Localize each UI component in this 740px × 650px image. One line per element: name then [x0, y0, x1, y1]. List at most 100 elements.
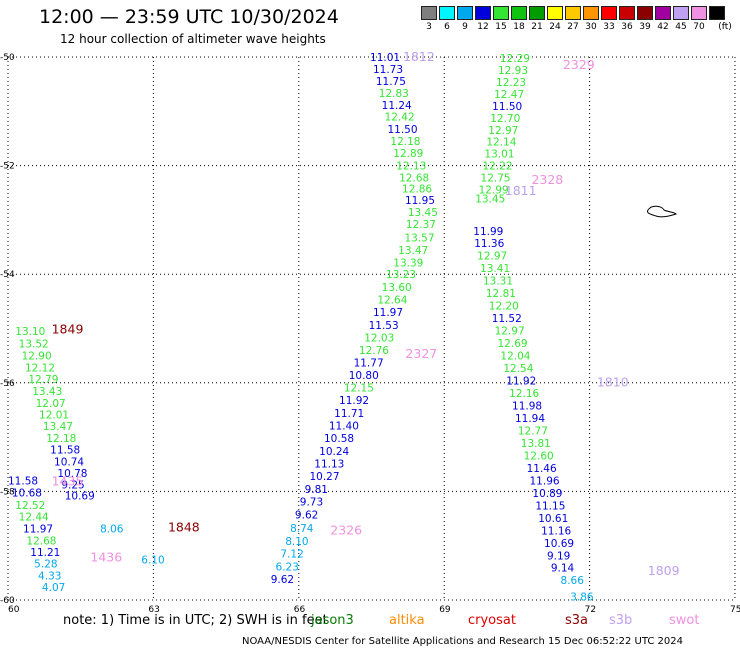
chart-title: 12:00 — 23:59 UTC 10/30/2024 [39, 6, 339, 28]
swh-data-label: 11.58 [8, 476, 38, 488]
legend-label: 21 [531, 22, 543, 32]
swh-data-label: 12.52 [15, 500, 45, 512]
legend-unit: (ft) [718, 22, 732, 32]
swh-data-label: 13.47 [43, 421, 73, 433]
swh-data-label: 12.89 [393, 148, 423, 160]
swh-data-label: 13.41 [480, 263, 510, 275]
swh-data-label: 11.52 [492, 313, 522, 325]
swh-data-label: 12.07 [36, 398, 66, 410]
swh-data-label: 12.22 [482, 161, 512, 173]
swh-data-label: 11.77 [354, 358, 384, 370]
x-tick-label: 66 [294, 605, 306, 615]
swh-data-label: 12.37 [406, 219, 436, 231]
legend-swatch-27 [565, 6, 581, 20]
swh-data-label: 13.57 [404, 232, 434, 244]
swh-data-label: 11.24 [382, 100, 412, 112]
swh-data-label: 13.39 [393, 257, 423, 269]
legend-label: 18 [513, 22, 525, 32]
legend-swatch-24 [547, 6, 563, 20]
swh-data-label: 11.92 [506, 376, 536, 388]
y-tick-label: -52 [0, 162, 15, 172]
satellite-label-swot: swot [669, 613, 700, 628]
swh-data-label: 12.93 [498, 65, 528, 77]
swh-data-label: 12.75 [481, 173, 511, 185]
pass-number-label: 2329 [563, 57, 595, 72]
satellite-label-s3b: s3b [609, 613, 633, 628]
legend-label: 24 [549, 22, 561, 32]
x-tick-label: 63 [148, 605, 159, 615]
swh-data-label: 12.81 [486, 288, 516, 300]
swh-data-label: 12.23 [496, 77, 526, 89]
swh-data-label: 13.10 [15, 326, 45, 338]
swh-data-label: 13.23 [386, 269, 416, 281]
swh-data-label: 4.07 [42, 582, 65, 594]
swh-data-label: 11.73 [373, 64, 403, 76]
swh-data-label: 13.60 [382, 282, 412, 294]
swh-data-label: 12.97 [495, 326, 525, 338]
pass-number-label: 1436 [90, 550, 122, 565]
legend-label: 42 [657, 22, 669, 32]
legend-label: 9 [462, 22, 468, 32]
swh-data-label: 12.77 [518, 426, 548, 438]
swh-data-label: 10.78 [57, 468, 87, 480]
swh-data-label: 11.58 [50, 445, 80, 457]
legend-label: 15 [495, 22, 507, 32]
swh-data-label: 11.15 [535, 501, 565, 513]
pass-number-label: 2328 [531, 172, 563, 187]
swh-data-label: 11.46 [527, 463, 557, 475]
swh-data-label: 10.80 [349, 370, 379, 382]
legend-label: 33 [603, 22, 615, 32]
swh-data-label: 9.62 [295, 510, 318, 522]
satellite-label-s3a: s3a [565, 613, 589, 628]
swh-data-label: 6.23 [276, 561, 299, 573]
footnote: note: 1) Time is in UTC; 2) SWH is in fe… [63, 613, 699, 628]
pass-number-label: 2326 [330, 522, 362, 537]
swh-data-label: 12.12 [25, 363, 55, 375]
swh-data-label: 13.81 [521, 438, 551, 450]
legend-label: 30 [585, 22, 597, 32]
swh-data-label: 10.68 [12, 487, 42, 499]
swh-data-label: 12.16 [509, 388, 539, 400]
credit-line: NOAA/NESDIS Center for Satellite Applica… [242, 636, 684, 647]
swh-data-label: 9.25 [61, 479, 84, 491]
swh-data-label: 12.20 [489, 301, 519, 313]
legend-swatch-15 [493, 6, 509, 20]
swh-data-label: 12.70 [490, 113, 520, 125]
pass-number-label: 1811 [505, 183, 537, 198]
swh-data-label: 12.68 [399, 173, 429, 185]
legend-swatch-39 [637, 6, 653, 20]
swh-data-label: 12.86 [402, 183, 432, 195]
swh-data-label: 5.28 [34, 559, 57, 571]
legend-swatch-70 [691, 6, 707, 20]
swh-data-label: 11.13 [314, 459, 344, 471]
pass-number-label: 1848 [168, 520, 200, 535]
legend-label: 12 [477, 22, 489, 32]
swh-data-label: 8.10 [285, 536, 308, 548]
swh-data-label: 12.90 [22, 351, 52, 363]
legend-swatch-21 [529, 6, 545, 20]
swh-data-label: 8.06 [100, 523, 124, 535]
swh-data-label: 13.52 [19, 339, 49, 351]
legend-swatch-9 [457, 6, 473, 20]
swh-data-label: 12.04 [500, 351, 530, 363]
swh-data-label: 12.83 [379, 88, 409, 100]
x-tick-label: 69 [439, 605, 451, 615]
y-tick-label: -54 [0, 270, 15, 280]
swh-data-label: 13.47 [398, 245, 428, 257]
legend-swatch-36 [619, 6, 635, 20]
island-outline [647, 205, 677, 218]
swh-data-label: 11.36 [474, 238, 504, 250]
swh-data-label: 4.33 [38, 571, 61, 583]
legend-swatch-3 [421, 6, 437, 20]
swh-data-label: 11.53 [369, 320, 399, 332]
swh-data-label: 11.50 [387, 124, 417, 136]
footnote-text: note: 1) Time is in UTC; 2) SWH is in fe… [63, 613, 328, 628]
swh-data-label: 11.99 [473, 226, 503, 238]
swh-data-label: 12.44 [19, 511, 49, 523]
swh-data-label: 6.10 [141, 554, 164, 566]
y-tick-label: -50 [0, 53, 15, 63]
swh-data-label: 11.71 [334, 408, 364, 420]
legend-label: 45 [675, 22, 687, 32]
pass-number-label: 1809 [648, 563, 680, 578]
y-tick-label: -60 [0, 596, 15, 606]
